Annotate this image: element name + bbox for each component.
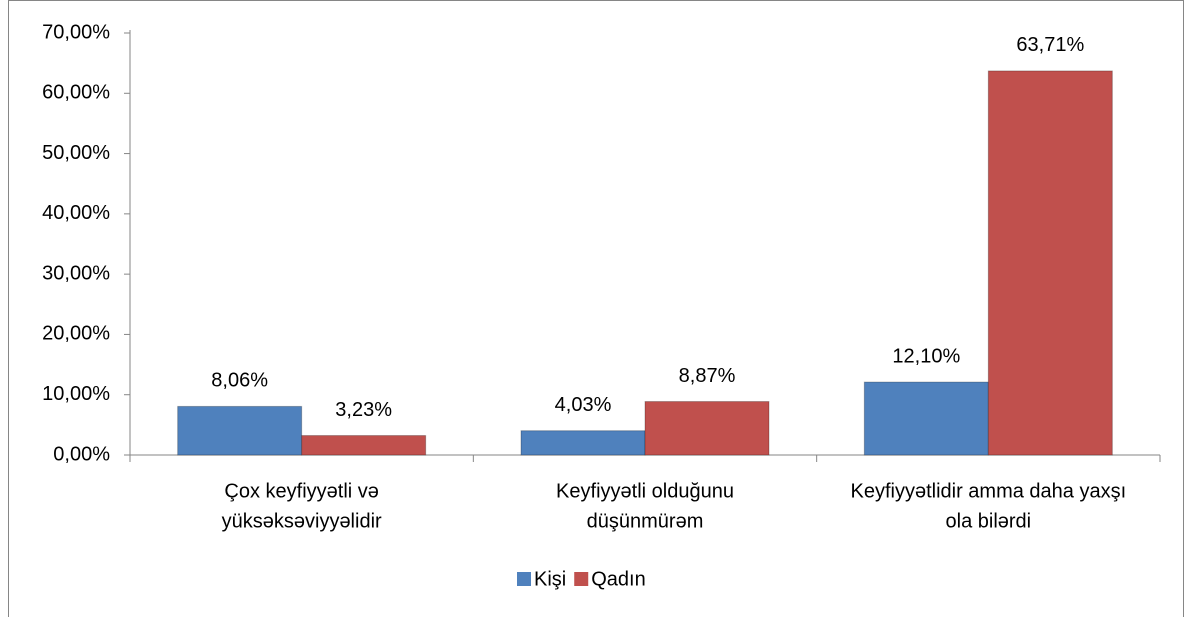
bar	[520, 430, 646, 456]
bar	[987, 70, 1113, 456]
x-tick-label: düşünmürəm	[587, 510, 704, 532]
value-label: 8,06%	[211, 370, 268, 392]
bar	[863, 381, 989, 456]
x-tick-label: ola bilərdi	[946, 510, 1032, 532]
value-label: 3,23%	[335, 399, 392, 421]
bar	[644, 401, 770, 456]
y-tick-label: 70,00%	[42, 21, 110, 43]
y-tick-label: 20,00%	[42, 323, 110, 345]
x-tick-label: Keyfiyyətli olduğunu	[556, 480, 734, 502]
x-tick-label: Keyfiyyətlidir amma daha yaxşı	[850, 480, 1126, 502]
legend-label: Kişi	[534, 568, 566, 590]
value-label: 8,87%	[679, 365, 736, 387]
y-tick-label: 60,00%	[42, 82, 110, 104]
value-label: 4,03%	[555, 394, 612, 416]
y-tick-label: 30,00%	[42, 262, 110, 284]
value-label: 63,71%	[1016, 34, 1084, 56]
legend-label: Qadın	[591, 568, 645, 590]
y-tick-label: 10,00%	[42, 383, 110, 405]
x-tick-label: Çox keyfiyyətli və	[224, 480, 379, 502]
chart-frame	[8, 0, 1184, 617]
y-tick-label: 50,00%	[42, 142, 110, 164]
value-label: 12,10%	[892, 345, 960, 367]
legend-swatch	[517, 572, 531, 586]
legend-swatch	[574, 572, 589, 586]
x-tick-label: yüksəksəviyyəlidir	[222, 510, 382, 532]
y-tick-label: 0,00%	[53, 443, 110, 465]
bar	[177, 405, 303, 456]
y-tick-label: 40,00%	[42, 202, 110, 224]
bar	[301, 435, 427, 456]
